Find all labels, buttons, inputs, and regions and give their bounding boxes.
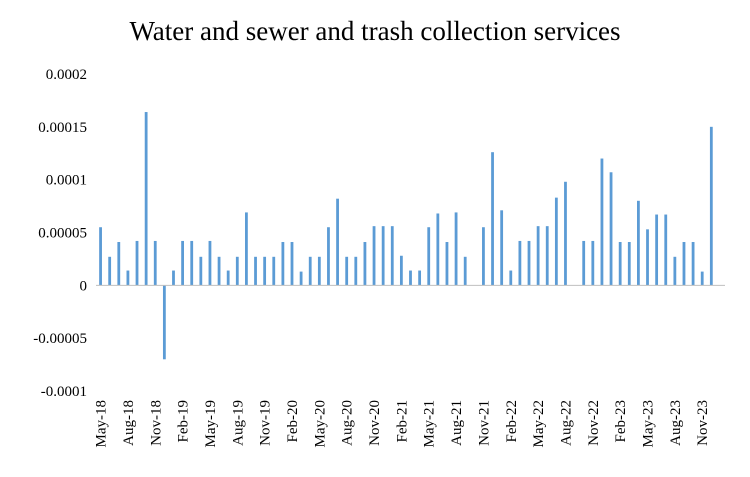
- bar-may-19: [208, 240, 212, 286]
- x-tick-label: Aug-22: [558, 400, 574, 446]
- x-tick-label: Nov-22: [586, 400, 602, 446]
- x-tick-label: Nov-20: [367, 400, 383, 446]
- bar-nov-20: [372, 226, 376, 286]
- bar-nov-22: [591, 240, 595, 286]
- x-tick-label: Aug-23: [668, 400, 684, 446]
- bar-feb-20: [290, 242, 294, 286]
- bar-apr-21: [418, 270, 422, 286]
- x-tick-label: Feb-22: [504, 400, 520, 443]
- bar-jul-23: [664, 214, 668, 286]
- x-tick-label: Aug-21: [449, 400, 465, 446]
- bar-jul-21: [445, 242, 449, 286]
- bar-oct-20: [363, 242, 367, 286]
- bar-apr-22: [527, 240, 531, 286]
- y-tick-label: -0.0001: [41, 384, 87, 400]
- chart-title: Water and sewer and trash collection ser…: [129, 16, 621, 46]
- x-tick-label: Nov-21: [476, 400, 492, 446]
- x-tick-label: May-23: [641, 400, 657, 448]
- bar-jun-22: [545, 226, 549, 286]
- y-tick-label: 0.0002: [46, 67, 87, 83]
- bar-may-21: [427, 227, 431, 286]
- bar-nov-21: [482, 227, 485, 286]
- x-tick-label: May-21: [422, 400, 438, 448]
- x-tick-label: Aug-20: [340, 400, 356, 446]
- bar-may-23: [646, 229, 649, 286]
- bar-dec-20: [381, 226, 385, 286]
- bar-jun-19: [217, 256, 221, 286]
- bar-sep-19: [245, 212, 248, 286]
- bar-dec-19: [272, 256, 276, 286]
- x-tick-label: Feb-20: [285, 400, 301, 443]
- bar-mar-20: [299, 271, 303, 286]
- bar-jul-18: [117, 242, 121, 286]
- x-tick-label: Nov-19: [258, 400, 274, 446]
- x-tick-label: Aug-19: [230, 400, 246, 446]
- x-tick-label: Nov-18: [148, 400, 164, 446]
- x-tick-label: Feb-19: [176, 400, 192, 443]
- bar-apr-20: [308, 256, 312, 286]
- bar-aug-21: [454, 212, 458, 286]
- bar-aug-22: [564, 181, 567, 286]
- x-tick-label: Feb-23: [613, 400, 629, 443]
- x-tick-label: May-22: [531, 400, 547, 448]
- x-tick-label: May-19: [203, 400, 219, 448]
- bar-oct-23: [691, 242, 695, 286]
- bar-aug-18: [126, 270, 130, 286]
- bar-feb-23: [618, 242, 622, 286]
- bar-dec-21: [491, 152, 494, 286]
- bar-dec-22: [600, 158, 604, 286]
- bar-jan-20: [281, 242, 285, 286]
- bar-sep-23: [682, 242, 686, 286]
- bar-aug-20: [345, 256, 349, 286]
- bar-nov-19: [263, 256, 267, 286]
- bar-apr-23: [637, 200, 640, 286]
- bar-jul-20: [336, 198, 339, 286]
- bar-oct-18: [144, 112, 148, 286]
- bar-sep-18: [135, 240, 139, 286]
- bar-mar-22: [518, 240, 522, 286]
- bar-jan-19: [172, 270, 175, 286]
- bar-jan-23: [609, 172, 613, 286]
- bar-nov-18: [153, 240, 157, 286]
- y-tick-label: 0.0001: [46, 173, 87, 189]
- x-tick-label: Aug-18: [121, 400, 137, 446]
- bar-jan-22: [500, 210, 504, 286]
- bar-aug-23: [673, 256, 677, 286]
- x-tick-label: May-18: [94, 400, 110, 448]
- bar-mar-21: [409, 270, 412, 286]
- bar-jun-18: [108, 256, 112, 286]
- x-tick-label: Feb-21: [394, 400, 410, 443]
- bar-mar-19: [190, 240, 194, 286]
- x-tick-label: May-20: [312, 400, 328, 448]
- y-tick-label: -0.00005: [33, 331, 87, 347]
- bar-feb-19: [181, 240, 184, 286]
- bar-aug-19: [235, 256, 239, 286]
- bar-may-20: [317, 256, 321, 286]
- x-tick-label: Nov-23: [695, 400, 711, 446]
- bar-nov-23: [700, 271, 704, 286]
- bar-jan-21: [390, 226, 394, 286]
- bar-jun-21: [436, 213, 440, 286]
- bar-sep-21: [463, 256, 467, 286]
- bar-dec-23: [709, 126, 713, 286]
- bar-feb-21: [399, 255, 403, 286]
- bar-dec-18: [162, 285, 166, 360]
- bar-oct-22: [582, 240, 586, 286]
- bar-feb-22: [509, 270, 513, 286]
- bar-may-22: [536, 226, 540, 286]
- bar-may-18: [99, 227, 102, 286]
- bar-sep-20: [354, 256, 358, 286]
- bar-jun-20: [327, 227, 330, 286]
- bar-jul-19: [226, 270, 230, 286]
- y-tick-label: 0.00015: [38, 120, 87, 136]
- bar-oct-19: [254, 256, 257, 286]
- bar-jul-22: [554, 197, 558, 286]
- bar-apr-19: [199, 256, 203, 286]
- bar-mar-23: [627, 242, 631, 286]
- y-tick-label: 0: [80, 278, 88, 294]
- bar-jun-23: [655, 214, 659, 286]
- y-tick-label: 0.00005: [38, 226, 87, 242]
